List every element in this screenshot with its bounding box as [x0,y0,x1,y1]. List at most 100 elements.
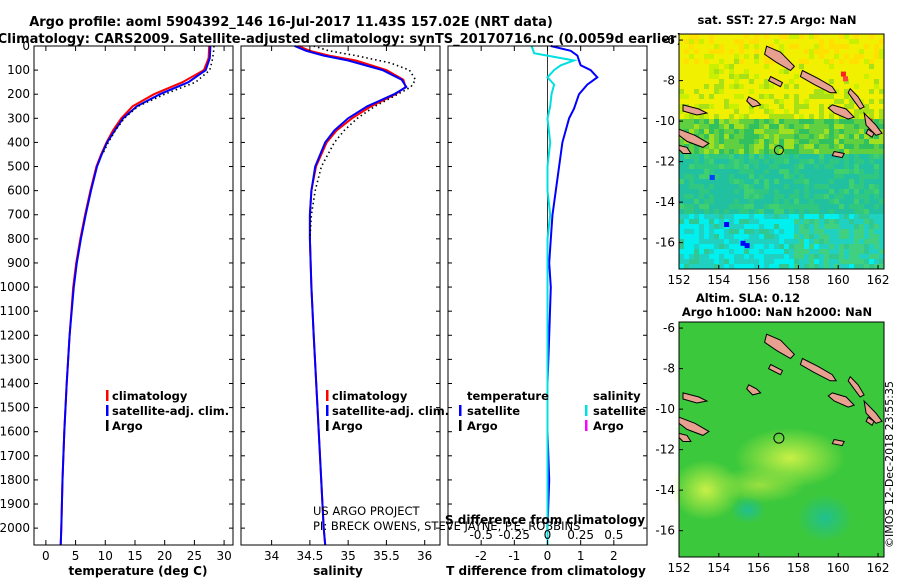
sst-cell [719,254,725,260]
x2-tick-label: 0.25 [567,528,594,542]
sst-cell [779,34,785,40]
sst-cell [679,84,685,90]
map-x-tick-label: 156 [747,561,770,575]
sst-cell [859,159,865,165]
sst-cell [679,214,685,220]
sst-cell [744,229,750,235]
sst-cell [844,94,850,100]
sst-cell [864,84,870,90]
sst-cell [879,244,885,250]
sst-cell [799,219,805,225]
sst-cell [804,89,810,95]
sst-cell [814,109,820,115]
sst-cell [769,139,775,145]
sst-cell [814,199,820,205]
sst-cell [869,99,875,105]
sst-cell [849,224,855,230]
sst-cell [779,259,785,265]
sst-cell [719,149,725,155]
sst-cell [834,39,840,45]
sst-cell [684,199,690,205]
sla-anomaly-low [797,494,853,542]
sst-cell [789,134,795,140]
sst-cell [849,74,855,80]
sst-cell [709,199,715,205]
sst-cell [709,84,715,90]
sst-cell [734,169,740,175]
sst-cell [784,54,790,60]
sst-cell [714,239,720,245]
sst-cell [729,154,735,160]
sst-cell [794,89,800,95]
sst-cell [834,179,840,185]
sst-cell [819,39,825,45]
sst-cell [709,129,715,135]
sst-cell [694,54,700,60]
sst-cell [774,139,780,145]
sst-cell [814,139,820,145]
sst-cell [779,129,785,135]
sst-cell [744,94,750,100]
sst-cell [829,234,835,240]
sst-cell [694,119,700,125]
sst-cell [819,254,825,260]
sst-cell [689,119,695,125]
sst-cell [729,124,735,130]
sst-cell [684,89,690,95]
sst-cell [824,229,830,235]
sst-cell [744,69,750,75]
legend-argo-marker [326,420,329,431]
sst-cell [849,249,855,255]
sst-cell [879,209,885,215]
sst-cell [874,69,880,75]
sst-cell [824,104,830,110]
sst-cell [819,174,825,180]
island [682,392,709,404]
sst-cell [854,39,860,45]
sst-cell [729,114,735,120]
sst-cell [799,154,805,160]
sst-cell-extreme [744,243,750,249]
map-y-tick-label: -6 [663,321,675,335]
sst-cell [749,219,755,225]
sst-cell [759,164,765,170]
sst-cell [729,239,735,245]
x-tick-label: 2 [610,549,618,563]
sst-cell [879,229,885,235]
sst-cell [829,194,835,200]
sst-cell [829,54,835,60]
sst-cell [734,264,740,270]
sst-cell [699,229,705,235]
sst-cell [694,124,700,130]
sst-cell [679,224,685,230]
sst-cell [719,94,725,100]
legend-t-argo-label: Argo [467,419,498,433]
sst-cell [864,229,870,235]
sst-cell [694,64,700,70]
sst-cell [749,104,755,110]
sst-cell [769,114,775,120]
sst-cell [744,89,750,95]
sst-cell [759,39,765,45]
sst-cell [709,189,715,195]
legend-satellite-label: satellite-adj. clim. [112,404,229,418]
sst-cell [714,129,720,135]
sst-cell [734,119,740,125]
sst-cell [854,179,860,185]
x-tick-label: 30 [216,549,231,563]
sst-cell [719,104,725,110]
sst-cell [814,239,820,245]
sst-cell [834,69,840,75]
sst-cell [839,239,845,245]
sst-cell [759,234,765,240]
sst-cell [679,39,685,45]
sst-cell [749,49,755,55]
sst-cell [814,89,820,95]
sst-cell [879,149,885,155]
sst-cell [779,179,785,185]
sst-cell [829,44,835,50]
sst-cell [729,44,735,50]
sst-cell [754,214,760,220]
sst-cell [684,144,690,150]
sst-cell [684,224,690,230]
